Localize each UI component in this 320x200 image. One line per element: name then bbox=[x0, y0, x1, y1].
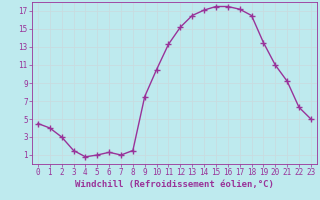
X-axis label: Windchill (Refroidissement éolien,°C): Windchill (Refroidissement éolien,°C) bbox=[75, 180, 274, 189]
